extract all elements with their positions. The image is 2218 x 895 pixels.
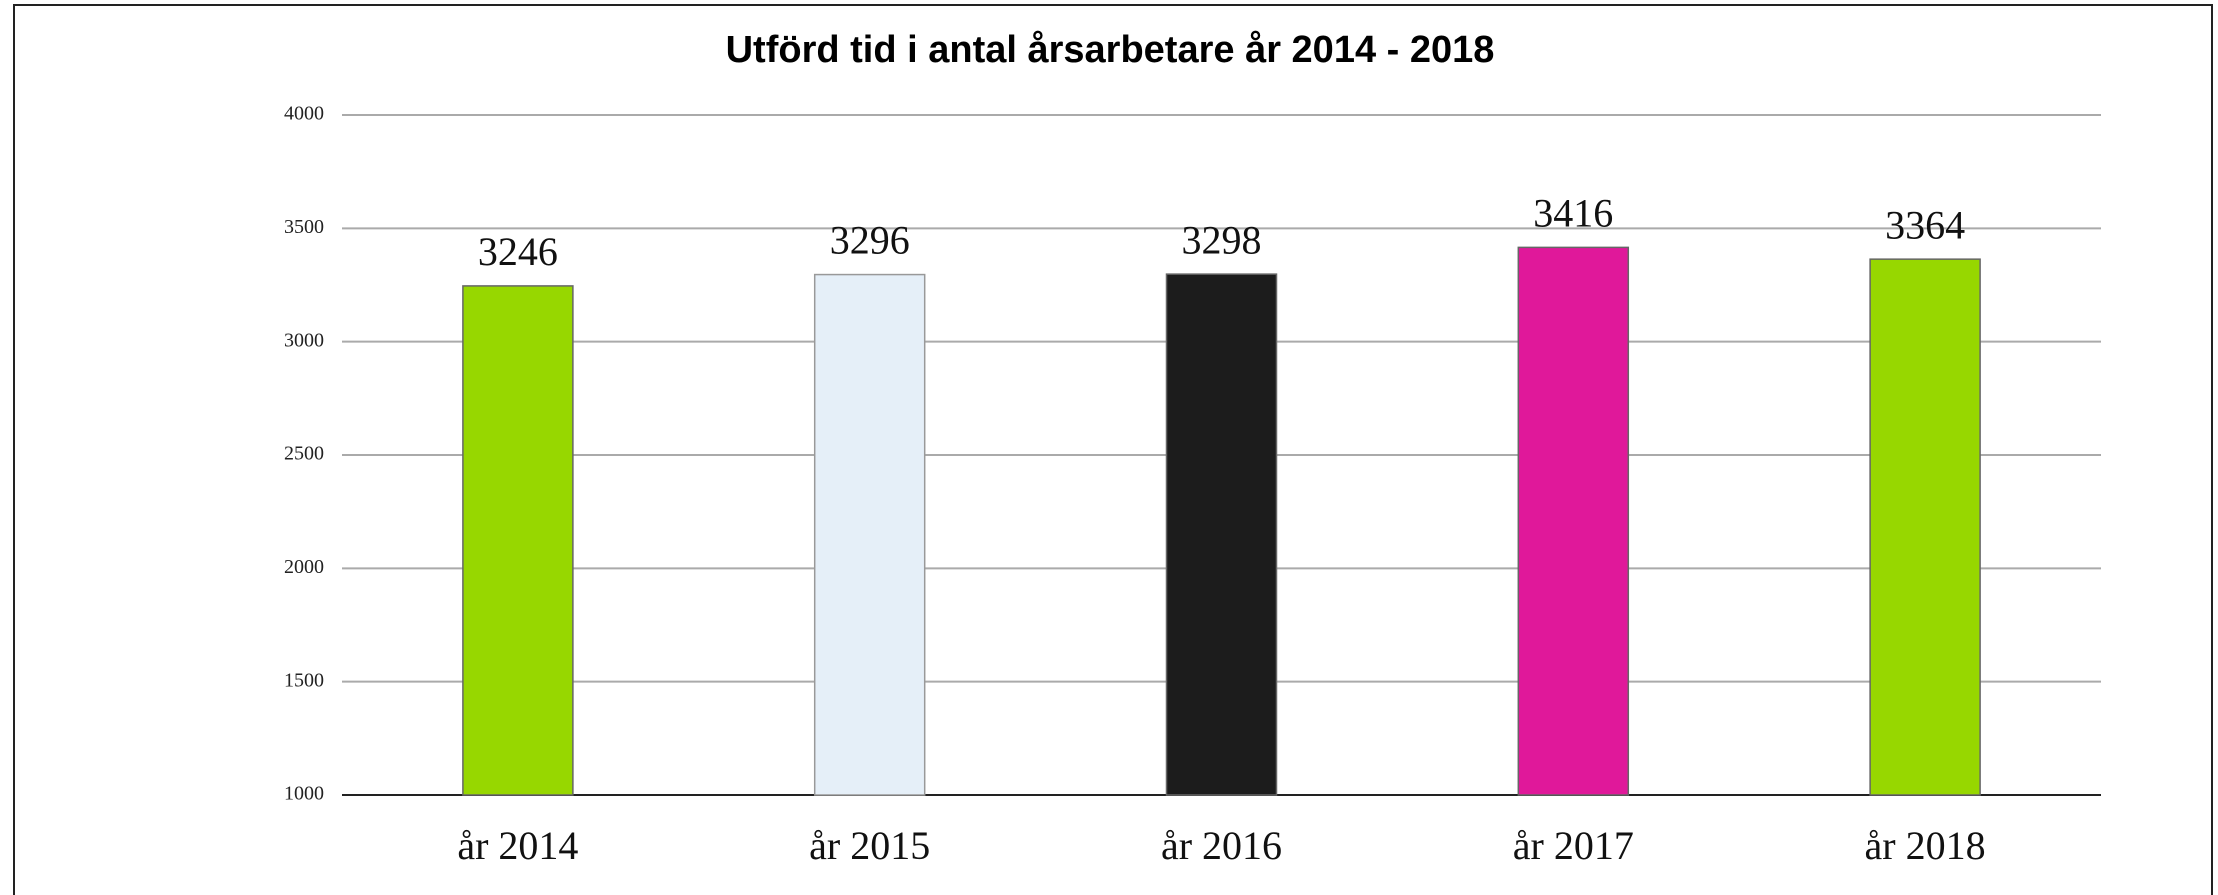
x-tick-label: år 2018 bbox=[1865, 823, 1986, 868]
y-tick-label: 1500 bbox=[284, 669, 324, 691]
bar bbox=[462, 285, 574, 796]
y-tick-label: 3500 bbox=[284, 216, 324, 238]
data-label: 3416 bbox=[1533, 191, 1613, 236]
y-tick-label: 2500 bbox=[284, 443, 324, 465]
bar bbox=[1517, 246, 1630, 796]
y-tick-label: 2000 bbox=[284, 556, 324, 578]
bar bbox=[813, 273, 926, 796]
data-label: 3296 bbox=[830, 218, 910, 263]
data-label: 3298 bbox=[1182, 217, 1262, 262]
bar bbox=[1165, 273, 1278, 796]
x-tick-label: år 2016 bbox=[1161, 823, 1282, 868]
bar bbox=[1869, 258, 1981, 796]
y-tick-label: 4000 bbox=[284, 103, 324, 125]
y-tick-label: 3000 bbox=[284, 329, 324, 351]
y-tick-label: 1000 bbox=[284, 783, 324, 805]
chart-title: Utförd tid i antal årsarbetare år 2014 -… bbox=[726, 29, 1495, 71]
data-label: 3364 bbox=[1885, 202, 1965, 247]
x-tick-label: år 2015 bbox=[809, 823, 930, 868]
chart-frame bbox=[13, 4, 2213, 895]
data-label: 3246 bbox=[478, 229, 558, 274]
x-tick-label: år 2014 bbox=[457, 823, 578, 868]
x-tick-label: år 2017 bbox=[1513, 823, 1634, 868]
